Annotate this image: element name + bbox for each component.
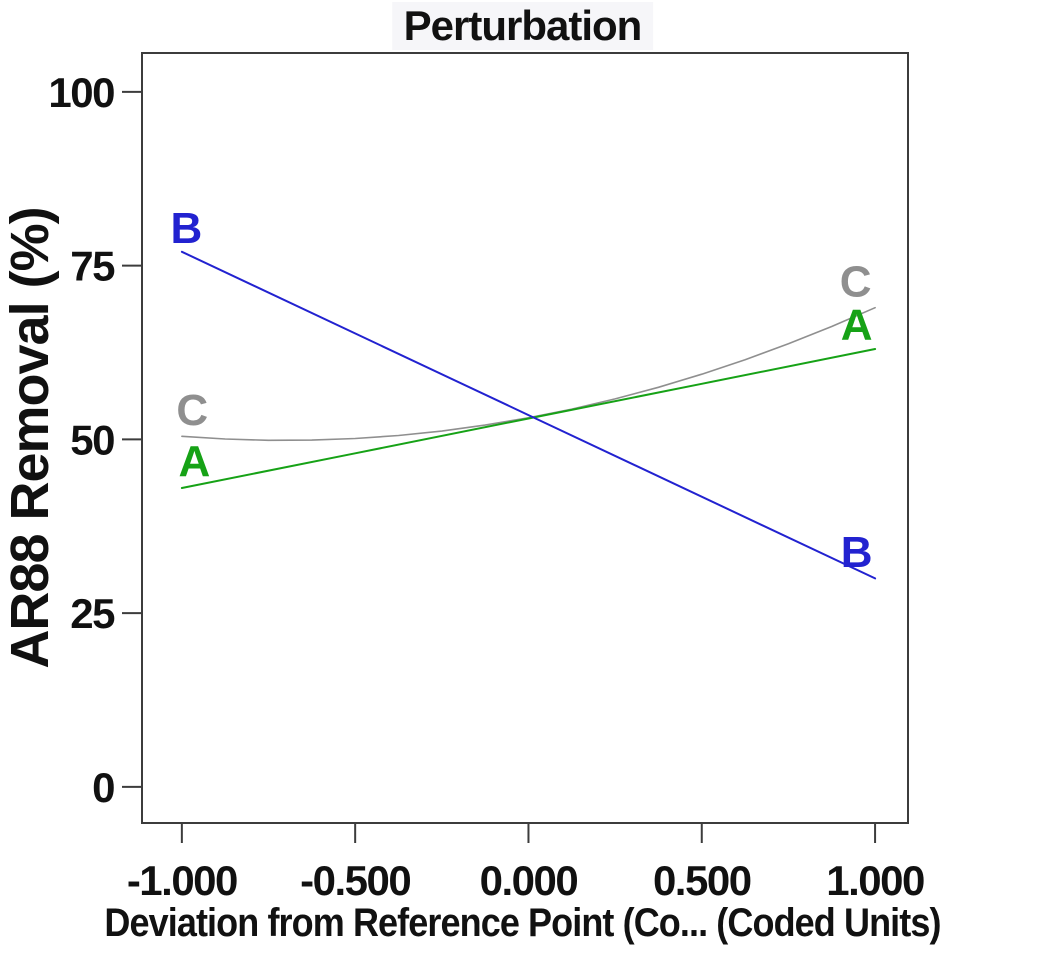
y-tick-label: 25 xyxy=(70,590,115,637)
x-axis-title: Deviation from Reference Point (Co... (C… xyxy=(104,901,941,945)
x-tick-label: -1.000 xyxy=(127,857,237,904)
series-label-A-right: A xyxy=(841,301,873,350)
y-tick-label: 100 xyxy=(48,69,114,116)
series-label-C-left: C xyxy=(176,386,208,435)
series-label-B-right: B xyxy=(841,528,873,577)
y-tick-label: 50 xyxy=(70,416,114,463)
plot-frame xyxy=(141,52,909,824)
x-tick-label: 0.500 xyxy=(653,857,751,904)
chart-title: Perturbation xyxy=(391,2,654,50)
series-line-A xyxy=(180,348,877,489)
x-tick-label: 0.000 xyxy=(480,857,578,904)
y-axis-title: AR88 Removal (%) xyxy=(0,207,60,669)
y-tick-label: 0 xyxy=(92,764,114,811)
series-line-B xyxy=(180,250,877,580)
x-tick-label: 1.000 xyxy=(826,857,924,904)
y-tick-label: 75 xyxy=(70,243,115,290)
series-label-B-left: B xyxy=(170,204,202,253)
x-tick-label: -0.500 xyxy=(300,857,410,904)
series-line-C xyxy=(181,306,876,442)
series-label-C-right: C xyxy=(840,258,872,307)
series-label-A-left: A xyxy=(178,437,210,486)
